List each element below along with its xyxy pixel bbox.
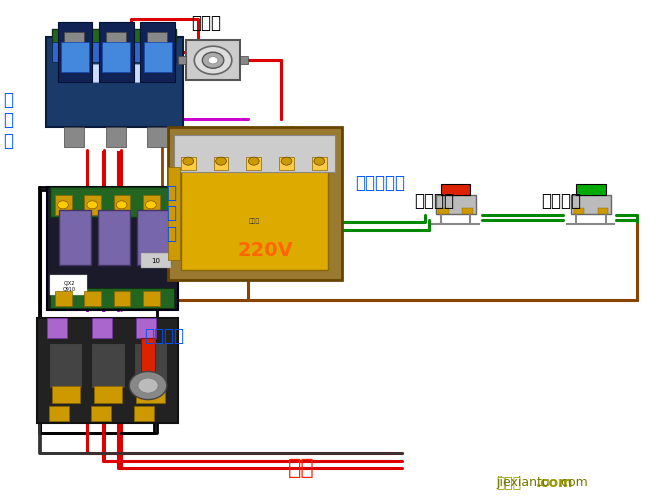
Circle shape bbox=[58, 201, 68, 209]
Bar bbox=[240, 57, 248, 65]
Bar bbox=[50, 276, 87, 296]
Bar bbox=[137, 210, 170, 266]
Bar bbox=[91, 406, 111, 421]
Bar bbox=[134, 343, 168, 388]
Bar bbox=[576, 185, 606, 196]
Bar bbox=[99, 23, 133, 83]
Bar bbox=[147, 128, 167, 148]
Bar bbox=[143, 43, 172, 73]
Bar bbox=[106, 33, 126, 45]
Bar bbox=[598, 209, 608, 215]
Bar bbox=[571, 196, 611, 215]
Circle shape bbox=[129, 372, 167, 400]
Circle shape bbox=[202, 53, 224, 69]
Circle shape bbox=[216, 158, 226, 166]
Bar bbox=[49, 406, 69, 421]
Bar bbox=[168, 128, 342, 281]
Text: 热继电器: 热继电器 bbox=[144, 327, 184, 345]
Bar bbox=[64, 128, 84, 148]
Bar bbox=[94, 386, 122, 403]
Bar bbox=[438, 209, 449, 215]
Bar bbox=[91, 343, 125, 388]
Bar bbox=[84, 292, 101, 307]
Bar bbox=[247, 158, 261, 170]
Bar bbox=[84, 195, 101, 215]
Bar bbox=[52, 30, 176, 45]
Bar bbox=[279, 158, 294, 170]
Bar bbox=[50, 288, 174, 308]
Bar bbox=[141, 338, 155, 373]
Bar bbox=[143, 195, 159, 215]
Text: 负载: 负载 bbox=[288, 457, 315, 477]
Text: .com: .com bbox=[557, 475, 588, 488]
Text: 隔离变压器: 隔离变压器 bbox=[355, 174, 405, 192]
Circle shape bbox=[138, 378, 158, 393]
Bar bbox=[312, 158, 327, 170]
Circle shape bbox=[87, 201, 98, 209]
Bar bbox=[46, 38, 183, 128]
Text: 220V: 220V bbox=[238, 241, 293, 260]
Bar bbox=[181, 168, 328, 271]
Bar bbox=[64, 33, 84, 45]
Bar bbox=[214, 158, 228, 170]
Bar bbox=[178, 57, 186, 65]
Text: 接线图: 接线图 bbox=[496, 475, 521, 489]
Bar bbox=[114, 195, 130, 215]
Bar bbox=[47, 318, 67, 338]
Bar bbox=[98, 210, 131, 266]
Text: jiexiantu: jiexiantu bbox=[496, 475, 549, 488]
Bar bbox=[462, 209, 473, 215]
Bar bbox=[106, 128, 126, 148]
Text: 熔断器: 熔断器 bbox=[191, 14, 221, 32]
Bar bbox=[147, 33, 167, 45]
Text: 停止按钮: 停止按钮 bbox=[414, 191, 454, 209]
Text: CJX2
Q910: CJX2 Q910 bbox=[62, 280, 76, 291]
Circle shape bbox=[145, 201, 156, 209]
Bar bbox=[137, 386, 165, 403]
Bar bbox=[66, 65, 163, 83]
Bar bbox=[143, 292, 159, 307]
Bar bbox=[92, 318, 112, 338]
Circle shape bbox=[117, 201, 127, 209]
Bar bbox=[574, 209, 584, 215]
Bar bbox=[436, 196, 476, 215]
Bar bbox=[37, 318, 178, 423]
Bar bbox=[59, 210, 91, 266]
Text: 断
路
器: 断 路 器 bbox=[3, 91, 13, 150]
Bar bbox=[61, 43, 89, 73]
Bar bbox=[174, 135, 335, 173]
Bar bbox=[103, 43, 130, 73]
Bar bbox=[141, 253, 171, 268]
Text: 启动按钮: 启动按钮 bbox=[541, 191, 582, 209]
Bar bbox=[168, 168, 180, 261]
Circle shape bbox=[194, 47, 232, 75]
Bar bbox=[58, 23, 92, 83]
Bar bbox=[50, 188, 174, 218]
Bar bbox=[134, 406, 154, 421]
Circle shape bbox=[249, 158, 259, 166]
Bar bbox=[47, 188, 178, 311]
Bar bbox=[114, 292, 130, 307]
Bar bbox=[186, 41, 240, 81]
Bar bbox=[140, 23, 175, 83]
Circle shape bbox=[281, 158, 292, 166]
Bar bbox=[49, 343, 82, 388]
Text: 10: 10 bbox=[151, 258, 161, 264]
Bar bbox=[55, 292, 72, 307]
Bar bbox=[52, 386, 80, 403]
Bar bbox=[441, 185, 470, 196]
Bar bbox=[52, 43, 176, 63]
Text: .com: .com bbox=[536, 475, 574, 489]
Bar bbox=[181, 158, 196, 170]
Bar bbox=[136, 318, 156, 338]
Circle shape bbox=[314, 158, 325, 166]
Text: 接
触
器: 接 触 器 bbox=[166, 183, 176, 242]
Text: 变压器: 变压器 bbox=[249, 217, 260, 223]
Circle shape bbox=[183, 158, 194, 166]
Circle shape bbox=[208, 58, 218, 65]
Bar bbox=[55, 195, 72, 215]
